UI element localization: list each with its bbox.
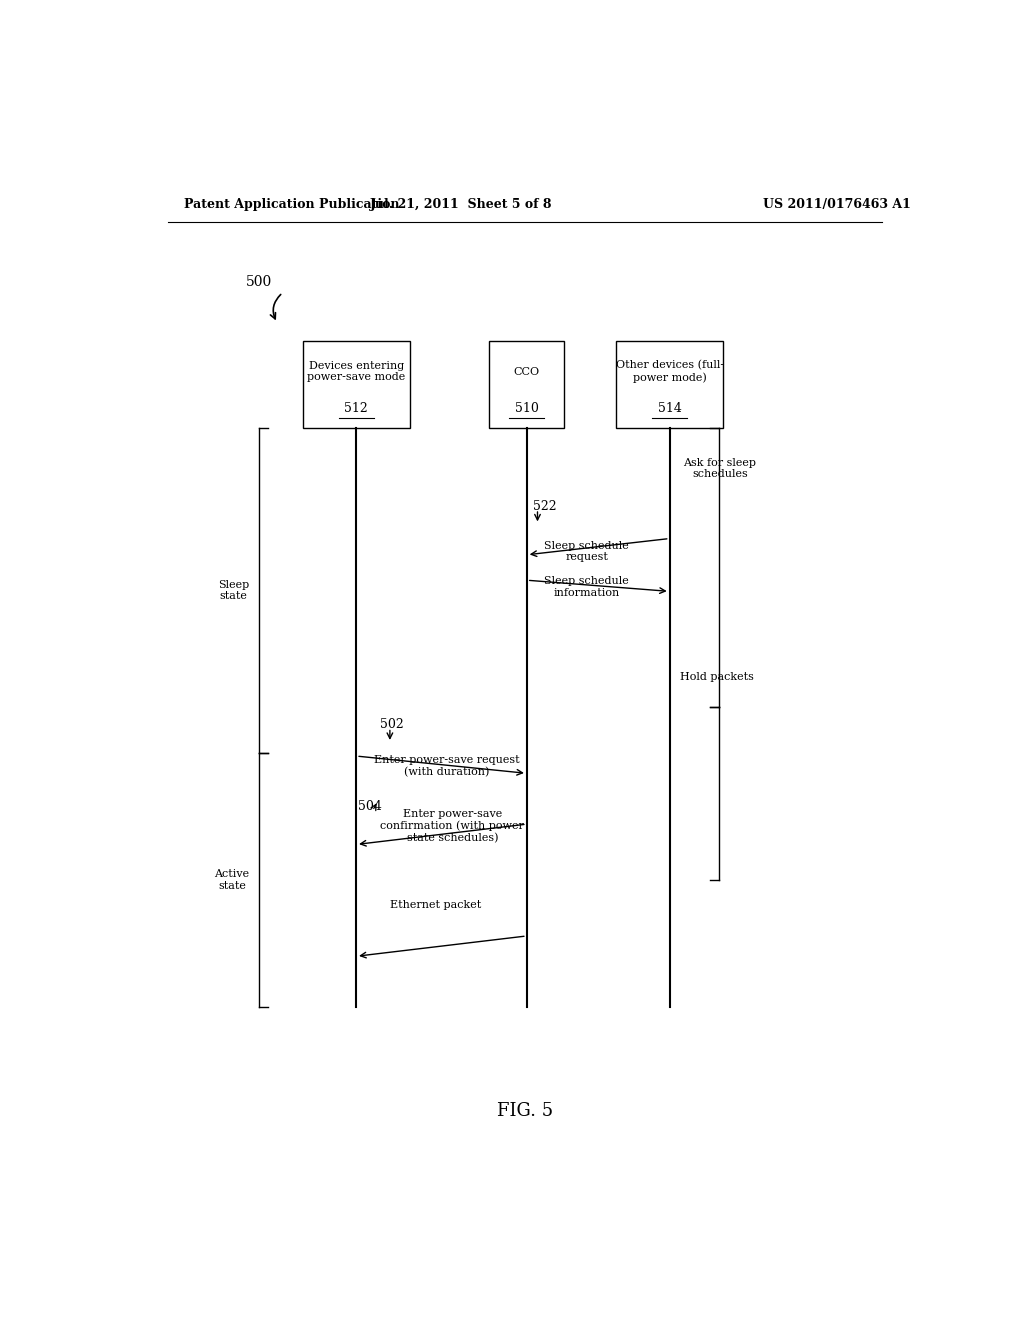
Text: 522: 522 — [532, 499, 556, 512]
Text: 510: 510 — [515, 403, 539, 416]
Text: Ask for sleep
schedules: Ask for sleep schedules — [684, 458, 757, 479]
Text: 504: 504 — [358, 800, 382, 813]
Text: Patent Application Publication: Patent Application Publication — [183, 198, 399, 211]
Bar — [303, 342, 410, 428]
Text: Devices entering
power-save mode: Devices entering power-save mode — [307, 360, 406, 383]
Text: 512: 512 — [344, 403, 368, 416]
Text: Other devices (full-
power mode): Other devices (full- power mode) — [615, 360, 724, 383]
Text: US 2011/0176463 A1: US 2011/0176463 A1 — [763, 198, 910, 211]
Text: Enter power-save request
(with duration): Enter power-save request (with duration) — [374, 755, 519, 777]
Bar — [616, 342, 723, 428]
Text: Ethernet packet: Ethernet packet — [390, 900, 481, 911]
Bar — [489, 342, 564, 428]
Text: Sleep schedule
information: Sleep schedule information — [545, 576, 629, 598]
Text: Sleep schedule
request: Sleep schedule request — [545, 541, 629, 562]
Text: 500: 500 — [246, 276, 271, 289]
Text: 502: 502 — [380, 718, 404, 731]
Text: FIG. 5: FIG. 5 — [497, 1102, 553, 1119]
Text: CCO: CCO — [514, 367, 540, 376]
Text: Active
state: Active state — [214, 870, 250, 891]
Text: 514: 514 — [657, 403, 682, 416]
Text: Sleep
state: Sleep state — [218, 579, 250, 601]
Text: Enter power-save
confirmation (with power
state schedules): Enter power-save confirmation (with powe… — [380, 809, 524, 843]
Text: Jul. 21, 2011  Sheet 5 of 8: Jul. 21, 2011 Sheet 5 of 8 — [370, 198, 553, 211]
Text: Hold packets: Hold packets — [680, 672, 754, 681]
